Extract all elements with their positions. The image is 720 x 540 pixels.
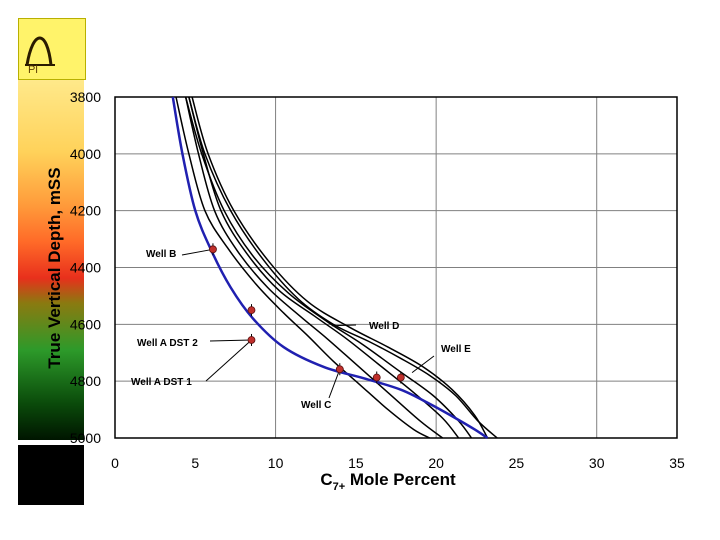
x-tick-label: 35 <box>669 455 685 471</box>
series-line-curve-2 <box>184 96 444 439</box>
series-layer <box>171 96 498 440</box>
plot-frame <box>114 96 678 439</box>
grid-lines <box>115 97 677 438</box>
annotation-label: Well C <box>301 400 331 411</box>
y-tick-label: 3800 <box>70 89 101 105</box>
annotation-leader <box>205 339 252 382</box>
x-axis-label-main: C <box>320 470 332 489</box>
x-tick-label: 5 <box>191 455 199 471</box>
x-axis-label-rest: Mole Percent <box>345 470 456 489</box>
company-logo <box>18 18 86 80</box>
x-tick-label: 30 <box>589 455 605 471</box>
data-point <box>209 245 217 254</box>
data-point <box>372 373 381 382</box>
annotation-label: Well D <box>369 321 399 332</box>
annotation-leader <box>331 324 357 327</box>
point-layer <box>209 243 405 384</box>
logo-caption: Pl <box>28 64 38 76</box>
y-axis-label: True Vertical Depth, mSS <box>45 167 64 368</box>
annotation-label: Well A DST 1 <box>131 377 192 388</box>
series-line-blue-model <box>171 96 489 440</box>
x-tick-label: 20 <box>428 455 444 471</box>
x-axis-label-subscript: 7+ <box>333 481 346 493</box>
series-line-curve-1 <box>175 96 431 439</box>
data-point <box>396 373 405 382</box>
y-tick-label: 4000 <box>70 146 101 162</box>
annotation-leader <box>328 369 341 399</box>
x-tick-label: 0 <box>111 455 119 471</box>
x-axis-label: C7+ Mole Percent <box>320 470 456 493</box>
data-point <box>335 365 344 374</box>
y-tick-label: 4600 <box>70 316 101 332</box>
annotation-leader <box>411 355 435 374</box>
data-point <box>247 306 256 315</box>
x-tick-label: 15 <box>348 455 364 471</box>
data-point <box>247 336 256 344</box>
slide-decoration <box>18 80 84 505</box>
logo-graphic <box>25 36 55 66</box>
x-tick-label: 10 <box>268 455 284 471</box>
y-tick-label: 5000 <box>70 430 101 446</box>
annotation-leader <box>209 339 252 342</box>
y-tick-labels: 3800 4000 4200 4400 4600 4800 5000 <box>70 89 101 446</box>
y-tick-label: 4400 <box>70 260 101 276</box>
series-line-curve-5 <box>188 96 498 439</box>
annotation-label: Well E <box>441 344 471 355</box>
annotation-label: Well B <box>146 249 176 260</box>
annotation-label: Well A DST 2 <box>137 338 198 349</box>
annotation-layer: Well B Well A DST 2 Well A DST 1 Well D Well… <box>131 248 471 411</box>
y-tick-label: 4200 <box>70 203 101 219</box>
x-tick-labels: 0 5 10 15 20 25 30 35 <box>111 455 685 471</box>
x-tick-label: 25 <box>509 455 525 471</box>
series-line-curve-4 <box>184 96 473 439</box>
series-line-curve-6 <box>191 96 489 439</box>
annotation-leader <box>181 248 214 256</box>
y-tick-label: 4800 <box>70 373 101 389</box>
